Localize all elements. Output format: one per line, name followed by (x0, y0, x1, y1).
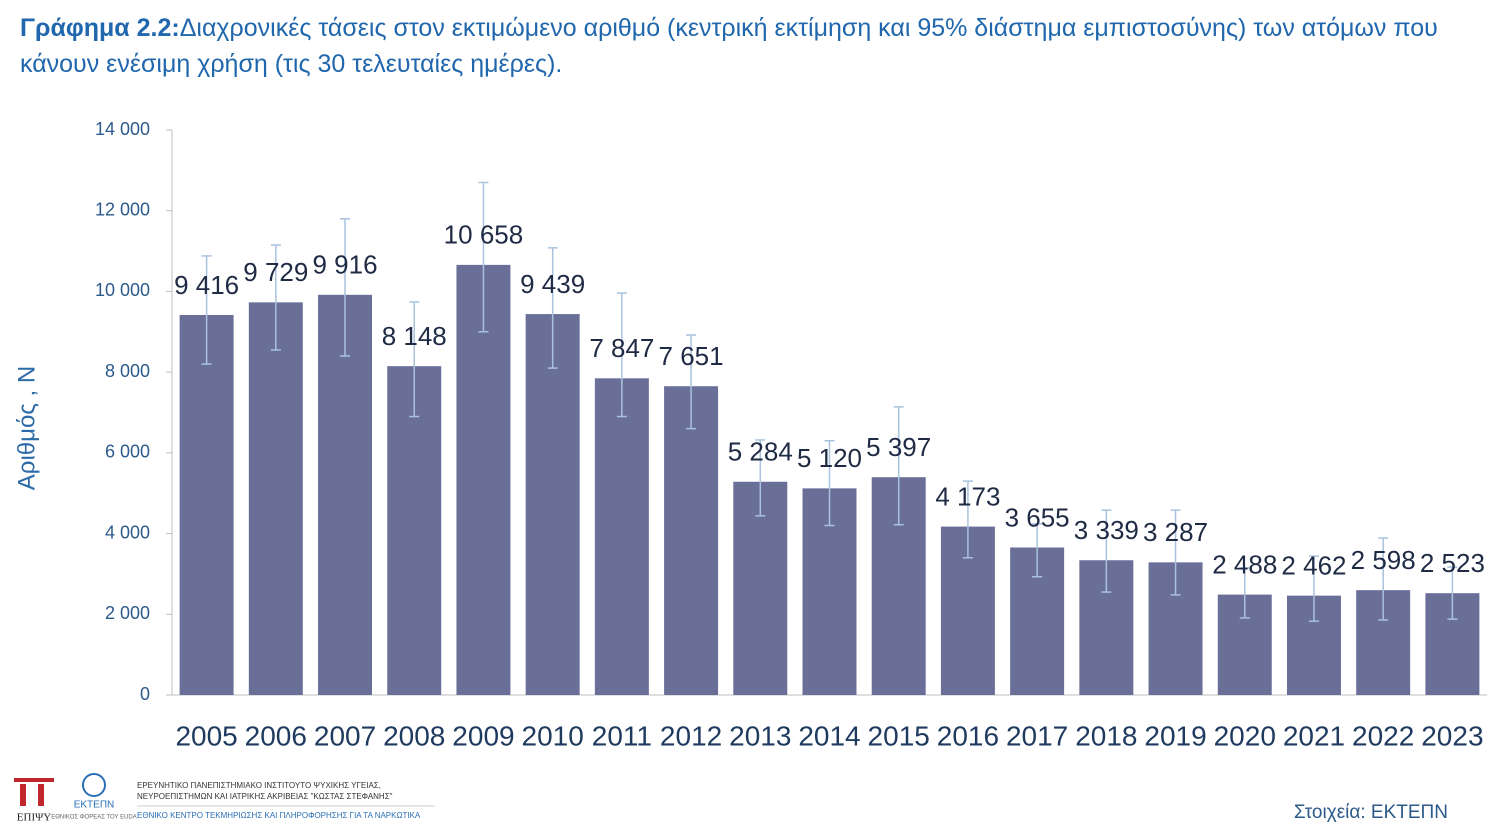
value-label: 2 523 (1420, 548, 1485, 578)
value-label: 3 655 (1005, 502, 1070, 532)
x-tick-label: 2013 (729, 720, 791, 751)
x-tick-label: 2008 (383, 720, 445, 751)
x-tick-label: 2018 (1075, 720, 1137, 751)
x-tick-label: 2009 (452, 720, 514, 751)
value-label: 10 658 (444, 220, 524, 250)
value-label: 9 916 (312, 250, 377, 280)
x-tick-label: 2010 (522, 720, 584, 751)
y-tick-label: 4 000 (105, 522, 150, 542)
institute-name: ΝΕΥΡΟΕΠΙΣΤΗΜΩΝ ΚΑΙ ΙΑΤΡΙΚΗΣ ΑΚΡΙΒΕΙΑΣ "Κ… (137, 792, 393, 801)
x-tick-label: 2020 (1214, 720, 1276, 751)
x-tick-label: 2011 (592, 720, 652, 751)
x-tick-label: 2021 (1283, 720, 1345, 751)
center-name: ΕΘΝΙΚΟ ΚΕΝΤΡΟ ΤΕΚΜΗΡΙΩΣΗΣ ΚΑΙ ΠΛΗΡΟΦΟΡΗΣ… (137, 811, 421, 820)
logo-shape (82, 773, 106, 797)
value-label: 7 847 (589, 333, 654, 363)
x-tick-label: 2019 (1144, 720, 1206, 751)
bar (318, 294, 373, 695)
value-label: 4 173 (935, 481, 1000, 511)
x-tick-label: 2014 (798, 720, 860, 751)
y-axis-label: Αριθμός , Ν (13, 366, 40, 490)
y-tick-label: 8 000 (105, 361, 150, 381)
y-tick-label: 2 000 (105, 603, 150, 623)
x-tick-label: 2017 (1006, 720, 1068, 751)
logo-shape (38, 784, 44, 806)
title-label: Γράφημα 2.2: (20, 14, 180, 42)
value-label: 5 284 (728, 437, 793, 467)
logo-shape (20, 784, 26, 806)
value-label: 3 339 (1074, 515, 1139, 545)
value-label: 2 488 (1212, 549, 1277, 579)
y-tick-label: 10 000 (95, 280, 150, 300)
footer: ΕΠΙΨΥ ΕΚΤΕΠΝ ΕΘΝΙΚΟΣ ΦΟΡΕΑΣ ΤΟΥ EUDA ΕΡΕ… (14, 773, 1448, 824)
x-tick-label: 2012 (660, 720, 722, 751)
logo-shape (14, 778, 54, 782)
value-label: 8 148 (382, 321, 447, 351)
logo-text: ΕΠΙΨΥ (17, 812, 51, 824)
value-label: 2 462 (1281, 551, 1346, 581)
bar (594, 378, 649, 695)
value-label: 9 416 (174, 270, 239, 300)
bar (664, 386, 719, 695)
value-label: 2 598 (1351, 545, 1416, 575)
y-tick-label: 0 (140, 684, 150, 704)
logo-text: ΕΚΤΕΠΝ (74, 800, 115, 811)
logo-subtext: ΕΘΝΙΚΟΣ ΦΟΡΕΑΣ ΤΟΥ EUDA (51, 815, 137, 821)
value-label: 9 439 (520, 269, 585, 299)
bar (733, 481, 788, 695)
x-tick-label: 2005 (175, 720, 237, 751)
x-tick-label: 2007 (314, 720, 376, 751)
x-tick-label: 2006 (245, 720, 307, 751)
bar (456, 264, 511, 695)
value-label: 5 120 (797, 443, 862, 473)
title-text: Διαχρονικές τάσεις στον εκτιμώμενο αριθμ… (20, 14, 1438, 78)
value-label: 3 287 (1143, 517, 1208, 547)
x-tick-label: 2016 (937, 720, 999, 751)
x-tick-label: 2015 (868, 720, 930, 751)
x-tick-label: 2022 (1352, 720, 1414, 751)
bar (179, 314, 234, 695)
y-tick-label: 6 000 (105, 442, 150, 462)
value-label: 5 397 (866, 432, 931, 462)
bar (248, 302, 303, 695)
value-label: 7 651 (659, 341, 724, 371)
title: Γράφημα 2.2:Διαχρονικές τάσεις στον εκτι… (20, 10, 1490, 82)
institute-name: ΕΡΕΥΝΗΤΙΚΟ ΠΑΝΕΠΙΣΤΗΜΙΑΚΟ ΙΝΣΤΙΤΟΥΤΟ ΨΥΧ… (137, 781, 381, 790)
x-tick-label: 2023 (1421, 720, 1483, 751)
bar (525, 314, 580, 695)
y-tick-label: 14 000 (95, 119, 150, 139)
value-label: 9 729 (243, 257, 308, 287)
y-tick-label: 12 000 (95, 199, 150, 219)
bar (387, 366, 442, 695)
source: Στοιχεία: ΕΚΤΕΠΝ (1294, 802, 1448, 823)
